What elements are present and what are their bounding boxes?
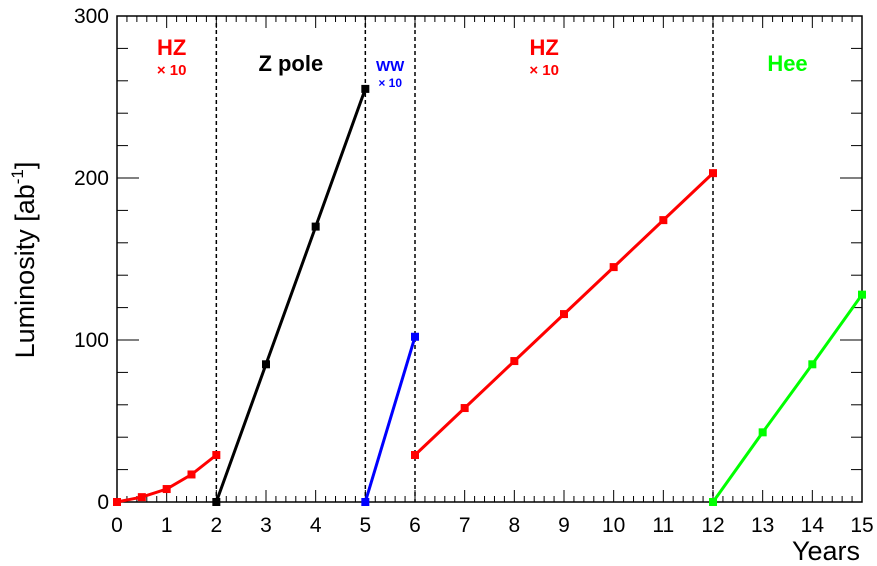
x-tick-label: 8 <box>508 514 520 537</box>
y-axis-title-main: Luminosity [ab <box>10 184 40 358</box>
data-point <box>709 169 717 178</box>
x-axis-title: Years <box>792 536 860 566</box>
data-point <box>212 451 221 460</box>
data-point <box>113 498 121 506</box>
data-point <box>361 498 370 506</box>
x-tick-label: 5 <box>359 514 371 537</box>
x-tick-label: 0 <box>111 514 123 537</box>
y-tick-label: 100 <box>74 329 109 352</box>
x-tick-label: 10 <box>602 514 625 537</box>
data-point <box>411 332 419 341</box>
data-point <box>262 360 270 369</box>
data-point <box>758 428 767 437</box>
x-tick-label: 13 <box>751 514 774 537</box>
x-tick-label: 1 <box>161 514 173 537</box>
data-point <box>560 310 568 319</box>
data-point <box>858 290 866 299</box>
phase-label: HZ <box>157 35 186 60</box>
phase-label: Z pole <box>258 51 323 76</box>
data-point <box>609 263 618 272</box>
y-tick-label: 0 <box>97 491 109 514</box>
data-point <box>411 451 419 460</box>
x-tick-label: 9 <box>558 514 570 537</box>
phase-scale-label: × 10 <box>378 76 402 90</box>
y-axis-title: Luminosity [ab-1] <box>8 162 40 359</box>
phase-label: WW <box>376 58 405 75</box>
x-tick-label: 15 <box>850 514 873 537</box>
x-tick-label: 11 <box>652 514 674 537</box>
x-tick-label: 6 <box>409 514 421 537</box>
series-line-3 <box>363 336 417 503</box>
y-tick-label: 200 <box>74 167 109 190</box>
phase-label: Hee <box>767 51 807 76</box>
data-point <box>162 485 171 494</box>
data-point <box>311 222 320 231</box>
series-line-2 <box>214 88 367 503</box>
data-point <box>510 357 519 366</box>
x-tick-label: 2 <box>210 514 222 537</box>
y-axis-title-close: ] <box>10 162 40 170</box>
data-point <box>187 470 196 479</box>
data-point <box>137 493 146 502</box>
y-axis-title-sup: -1 <box>8 169 27 184</box>
data-point <box>709 498 717 506</box>
x-tick-label: 3 <box>260 514 272 537</box>
phase-label: HZ <box>529 35 558 60</box>
x-tick-label: 7 <box>459 514 471 537</box>
x-tick-label: 4 <box>310 514 322 537</box>
x-tick-label: 14 <box>801 514 825 537</box>
data-point <box>808 360 817 369</box>
plot-frame <box>116 15 863 503</box>
data-point <box>212 498 221 506</box>
phase-scale-label: × 10 <box>157 62 187 79</box>
x-tick-label: 12 <box>701 514 724 537</box>
data-point <box>659 216 668 225</box>
data-point <box>460 404 469 413</box>
phase-scale-label: × 10 <box>529 62 559 79</box>
data-point <box>361 84 370 93</box>
y-tick-label: 300 <box>74 5 109 28</box>
series-line-5 <box>711 293 864 503</box>
